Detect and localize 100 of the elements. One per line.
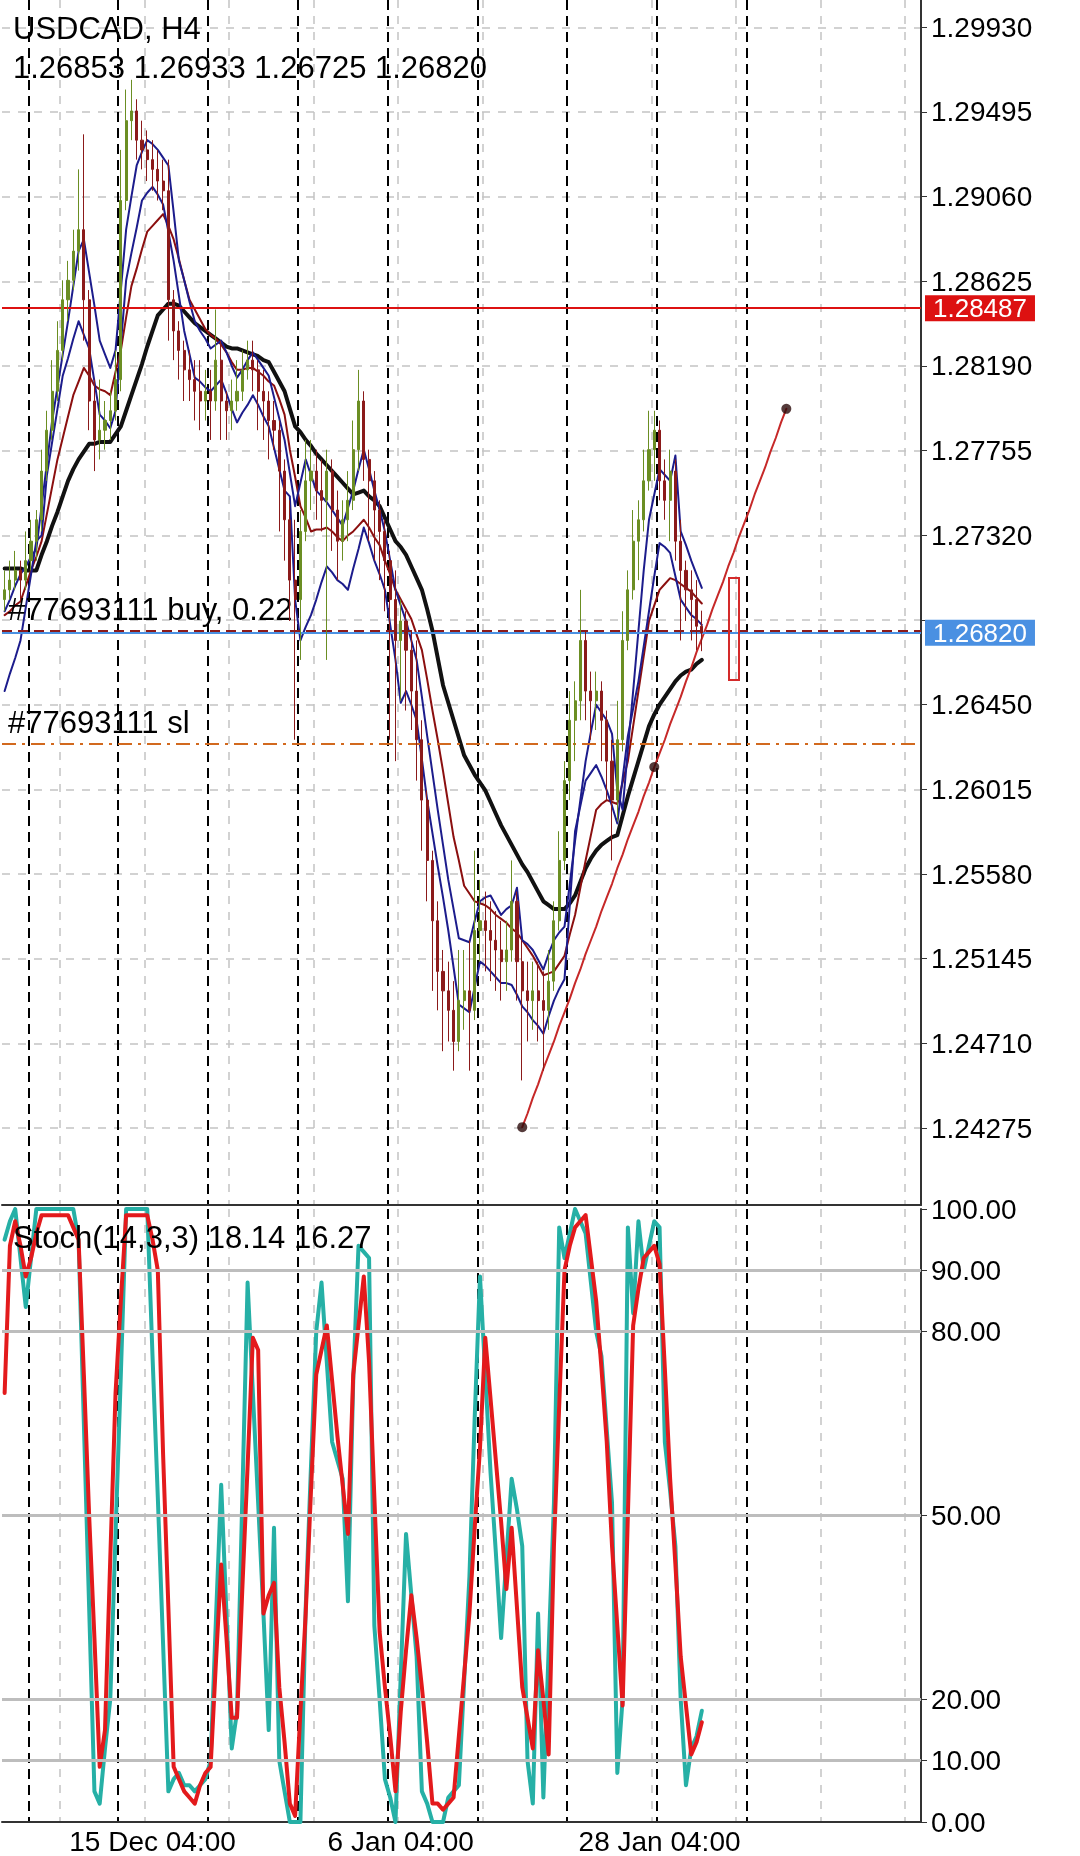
- y-tick-label: 1.26015: [931, 773, 1033, 805]
- candlestick: [241, 349, 244, 402]
- candlestick: [214, 309, 217, 412]
- line-series: [2, 301, 704, 912]
- candlestick: [325, 449, 328, 661]
- candlestick: [246, 340, 249, 381]
- candlestick: [531, 961, 534, 1031]
- y-tick-label: 1.29930: [931, 11, 1033, 43]
- candlestick: [621, 610, 624, 752]
- candlestick: [478, 879, 482, 963]
- y-tick-label: 1.24710: [931, 1027, 1033, 1059]
- candlestick: [272, 400, 276, 451]
- candlestick: [103, 400, 107, 451]
- candlestick: [193, 359, 196, 421]
- candlestick: [362, 390, 365, 482]
- candlestick: [637, 499, 640, 581]
- candlestick: [278, 419, 281, 532]
- candlestick: [642, 449, 645, 532]
- candlestick: [162, 159, 165, 211]
- candlestick: [188, 349, 191, 402]
- candlestick: [56, 320, 59, 402]
- candlestick: [299, 509, 302, 661]
- candlestick: [235, 359, 239, 412]
- candlestick: [14, 550, 17, 591]
- candlestick: [441, 949, 445, 1052]
- candlestick: [251, 340, 254, 392]
- candlestick: [125, 89, 128, 211]
- point: [517, 1122, 528, 1133]
- candlestick: [24, 530, 27, 591]
- y-tick-label: 100.00: [931, 1193, 1017, 1225]
- candlestick: [452, 980, 455, 1072]
- candlestick: [632, 509, 635, 601]
- point: [649, 762, 660, 772]
- candlestick: [589, 671, 592, 741]
- candlestick: [457, 949, 460, 1052]
- candlestick: [119, 149, 122, 392]
- y-tick-label: 1.28190: [931, 350, 1033, 382]
- candlestick: [600, 680, 603, 762]
- candlestick: [109, 390, 112, 441]
- candlestick: [357, 369, 360, 472]
- candlestick: [510, 859, 513, 963]
- candlestick: [373, 470, 376, 562]
- candlestick: [61, 279, 64, 361]
- candlestick: [220, 340, 223, 441]
- y-tick-label: 50.00: [931, 1500, 1002, 1531]
- candlestick: [399, 599, 402, 702]
- candlestick: [267, 390, 270, 460]
- text: 1.26853 1.26933 1.26725 1.26820: [13, 50, 488, 85]
- candlestick: [45, 410, 48, 482]
- candlestick: [415, 639, 418, 782]
- candlestick: [257, 359, 260, 431]
- candlestick: [383, 519, 386, 612]
- candlestick: [669, 449, 672, 542]
- candlestick: [658, 419, 661, 501]
- candlestick: [505, 920, 508, 992]
- candlestick: [341, 499, 344, 562]
- candlestick: [199, 359, 202, 431]
- candlestick: [3, 569, 6, 612]
- candlestick: [177, 320, 180, 381]
- candlestick: [114, 349, 117, 421]
- candlestick: [209, 369, 212, 441]
- y-tick-label: 20.00: [931, 1683, 1002, 1715]
- candlestick: [98, 379, 101, 460]
- candlestick: [29, 519, 33, 571]
- candlestick: [35, 509, 38, 562]
- candlestick: [552, 900, 555, 992]
- candlestick: [547, 949, 550, 1031]
- candlestick: [484, 891, 487, 972]
- candlestick: [315, 449, 318, 521]
- candlestick: [151, 139, 154, 192]
- candlestick: [172, 289, 175, 361]
- candlestick: [40, 449, 43, 532]
- candlestick: [72, 229, 75, 291]
- x-tick-label: 6 Jan 04:00: [327, 1825, 474, 1856]
- candlestick: [610, 739, 614, 861]
- candlestick: [626, 569, 629, 651]
- chart-title: USDCAD, H4: [13, 11, 201, 46]
- y-tick-label: 1.29060: [931, 181, 1033, 213]
- x-tick-label: 15 Dec 04:00: [69, 1825, 236, 1856]
- candlestick: [431, 850, 434, 992]
- point: [781, 403, 792, 414]
- candlestick: [331, 458, 334, 552]
- candlestick: [447, 961, 450, 1042]
- candlestick: [420, 719, 423, 852]
- candlestick: [183, 340, 186, 402]
- y-tick-label: 80.00: [931, 1316, 1002, 1348]
- candlestick: [320, 458, 323, 532]
- candlestick: [135, 98, 138, 161]
- candlestick: [77, 168, 80, 272]
- candlestick: [616, 700, 619, 822]
- candlestick: [262, 369, 265, 441]
- candlestick: [436, 900, 439, 1011]
- ref-line-label: 1.26820: [933, 617, 1027, 648]
- candlestick: [595, 671, 598, 731]
- candlestick: [283, 458, 286, 562]
- candlestick: [647, 410, 651, 492]
- candlestick: [88, 289, 91, 431]
- candlestick: [378, 499, 381, 581]
- candlestick: [468, 939, 471, 1072]
- candlestick: [130, 79, 133, 141]
